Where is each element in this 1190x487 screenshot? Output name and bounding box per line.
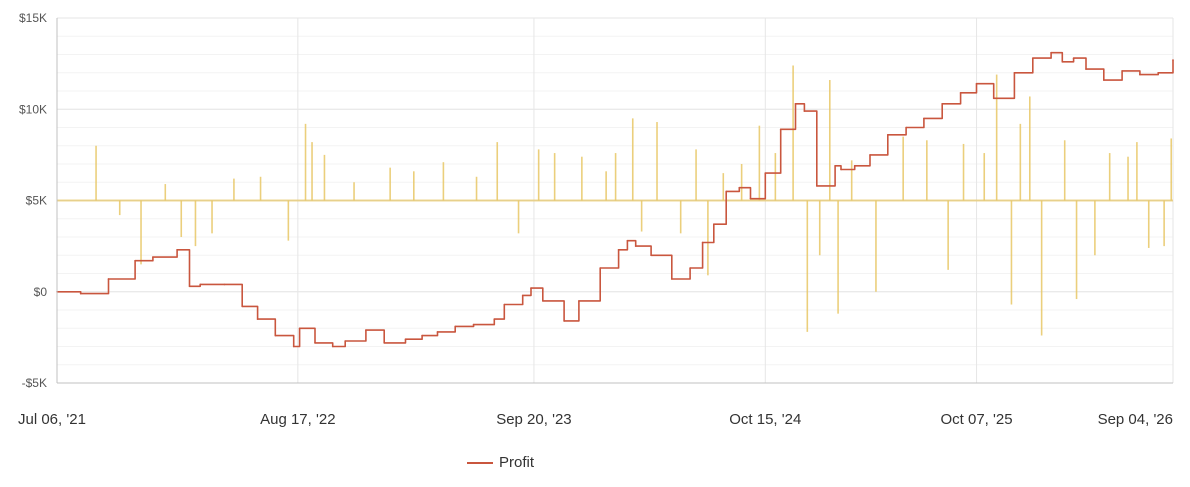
profit-point (1121, 70, 1123, 72)
profit-point (764, 172, 767, 174)
profit-point (738, 186, 741, 189)
profit-point (1172, 59, 1174, 61)
profit-point (176, 248, 178, 251)
y-tick-label: -$5K (22, 376, 47, 390)
profit-point (436, 331, 439, 333)
profit-point (421, 334, 423, 337)
x-tick-label: Sep 20, '23 (496, 411, 571, 428)
profit-point (404, 338, 407, 341)
profit-point (274, 334, 277, 337)
profit-point (314, 342, 316, 344)
profit-point (530, 287, 532, 289)
profit-point (869, 154, 871, 156)
x-tick-label: Jul 06, '21 (18, 411, 86, 428)
profit-point (152, 256, 154, 258)
profit-point (365, 329, 367, 331)
profit-legend-swatch (467, 461, 493, 464)
profit-point (1050, 51, 1052, 54)
profit-line (57, 51, 1174, 348)
x-tick-label: Aug 17, '22 (260, 411, 335, 428)
profit-point (493, 318, 496, 320)
chart-canvas: $15K $10K $5K $0 -$5K Jul 06, '21 Aug 17, '22 S… (18, 11, 1174, 428)
profit-point (134, 259, 136, 262)
axes: $15K $10K $5K $0 -$5K Jul 06, '21 Aug 17, '22 S… (18, 11, 1173, 428)
x-tick-label: Oct 07, '25 (941, 411, 1013, 428)
y-tick-label: $5K (26, 194, 47, 208)
profit-point (454, 325, 457, 328)
legend-item-profit[interactable]: Profit (467, 454, 534, 471)
x-tick-label: Oct 15, '24 (729, 411, 801, 428)
profit-point (107, 278, 110, 280)
profit-point (1013, 71, 1016, 74)
profit-point (256, 318, 259, 320)
profit-point (779, 128, 782, 131)
profit-point (503, 303, 506, 306)
profit-point (941, 102, 944, 105)
profit-point (563, 320, 565, 322)
profit-line-layer (56, 51, 1174, 348)
profit-point (794, 102, 797, 105)
y-tick-label: $10K (19, 102, 47, 116)
profit-point (671, 278, 673, 280)
profit-point (223, 283, 226, 286)
profit-point (199, 283, 201, 286)
profit-point (472, 323, 475, 326)
profit-point (840, 168, 842, 171)
profit-point (803, 110, 806, 112)
y-tick-label: $15K (19, 11, 47, 25)
profit-point (1072, 57, 1075, 59)
profit-point (344, 340, 346, 342)
profit-point (79, 292, 82, 295)
profit-point (331, 345, 334, 348)
profit-point (749, 197, 752, 200)
y-tick-label: $0 (34, 285, 48, 299)
profit-legend-label: Profit (499, 454, 535, 471)
profit-point (599, 267, 602, 269)
profit-point (886, 134, 889, 136)
profit-point (634, 245, 637, 247)
x-tick-label: Sep 04, '26 (1098, 411, 1173, 428)
profit-point (959, 92, 962, 94)
profit-point (521, 294, 524, 297)
profit-point (815, 185, 818, 187)
profit-point (923, 117, 925, 120)
profit-point (1139, 73, 1141, 76)
profit-point (188, 285, 191, 288)
profit-point (383, 342, 386, 344)
profit-point (241, 305, 244, 308)
profit-point (1085, 68, 1087, 70)
profit-point (834, 165, 836, 167)
profit-point (689, 267, 691, 269)
profit-point (292, 345, 295, 348)
profit-point (626, 239, 629, 242)
profit-point (905, 126, 907, 129)
profit-point (617, 248, 620, 251)
profit-point (1061, 61, 1064, 63)
profit-point (725, 190, 728, 193)
profit-point (1157, 71, 1160, 74)
profit-point (578, 300, 580, 302)
profit-point (853, 165, 856, 167)
profit-point (542, 300, 544, 302)
trade-bars (57, 65, 1173, 336)
profit-point (650, 254, 652, 257)
profit-point (713, 223, 715, 226)
profit-point (298, 327, 301, 330)
profit-point (975, 82, 978, 85)
profit-point (701, 241, 704, 244)
profit-point (1031, 57, 1034, 59)
profit-point (1102, 79, 1105, 81)
profit-point (992, 97, 995, 100)
